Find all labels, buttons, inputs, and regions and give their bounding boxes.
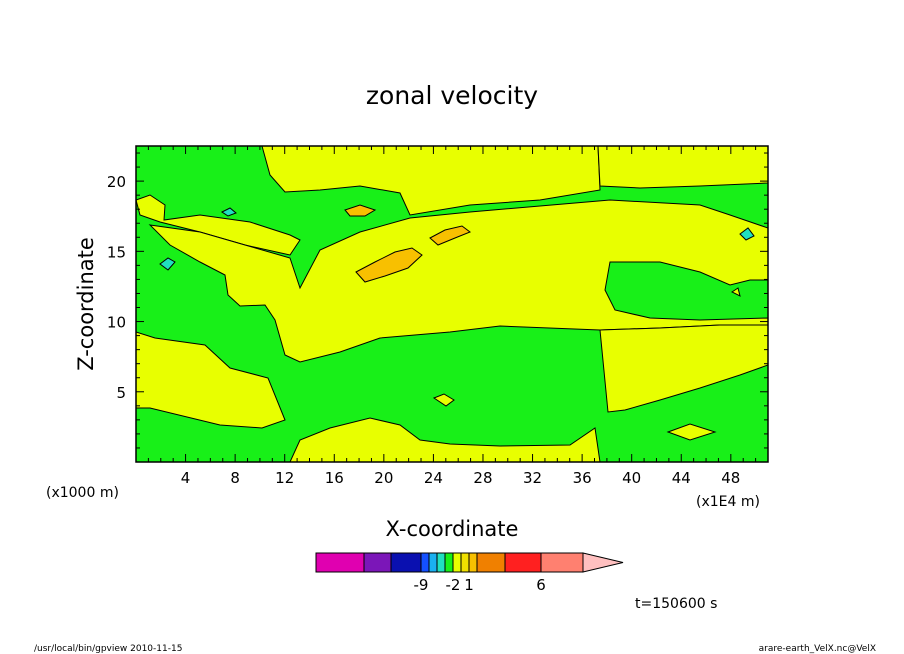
contour-yellow-tiny-right [731, 287, 741, 297]
y-axis-label: Z-coordinate [74, 237, 98, 371]
x-axis: 4 8 12 16 20 24 28 32 36 40 44 48 [147, 146, 757, 487]
x-tick-label: 36 [573, 469, 592, 487]
footer-left: /usr/local/bin/gpview 2010-11-15 [34, 644, 182, 654]
contour-cyan-spot-1 [221, 207, 237, 217]
chart-title: zonal velocity [366, 81, 538, 110]
y-tick-label: 10 [107, 314, 126, 332]
y-unit-note: (x1000 m) [46, 485, 119, 501]
time-label: t=150600 s [635, 596, 717, 612]
y-tick-label: 20 [107, 173, 126, 191]
contour-cyan-spot-3 [739, 227, 755, 241]
colorbar-segment [420, 552, 430, 573]
colorbar-segment [540, 552, 584, 573]
y-tick-label: 15 [107, 243, 126, 261]
y-axis: 5 10 15 20 [107, 152, 768, 449]
footer-right: arare-earth_VelX.nc@VelX [759, 644, 876, 654]
colorbar-segment [444, 552, 454, 573]
colorbar-segment [452, 552, 462, 573]
colorbar-segment [315, 552, 365, 573]
x-tick-label: 40 [622, 469, 641, 487]
contour-yellow-bottom-right [666, 423, 717, 441]
colorbar-segment [460, 552, 470, 573]
x-tick-label: 28 [473, 469, 492, 487]
contour-yellow-middle [148, 199, 768, 363]
x-tick-label: 32 [523, 469, 542, 487]
contour-yellow-top [136, 146, 601, 216]
colorbar-segment [436, 552, 446, 573]
colorbar-segment [390, 552, 422, 573]
x-tick-label: 44 [672, 469, 691, 487]
contour-yellow-band-left [136, 194, 301, 256]
colorbar-segment [504, 552, 542, 573]
colorbar-segment [476, 552, 506, 573]
colorbar-segment [468, 552, 478, 573]
contour-plot [135, 145, 769, 463]
x-tick-label: 12 [275, 469, 294, 487]
colorbar-tick-label: 1 [464, 576, 474, 594]
colorbar-segment [428, 552, 438, 573]
x-tick-label: 20 [374, 469, 393, 487]
contour-orange-blob-2 [355, 247, 423, 283]
colorbar-segment [363, 552, 392, 573]
x-unit-note: (x1E4 m) [696, 494, 760, 510]
x-tick-label: 8 [230, 469, 240, 487]
contour-yellow-small-1 [432, 393, 455, 407]
x-tick-label: 24 [424, 469, 443, 487]
x-axis-label: X-coordinate [386, 517, 519, 541]
x-tick-label: 16 [325, 469, 344, 487]
colorbar-extend-arrow [582, 552, 624, 573]
colorbar-tick-label: -2 [446, 576, 461, 594]
contour-yellow-bottom-center [289, 417, 601, 462]
contour-orange-blob-3 [429, 225, 472, 246]
contour-cyan-spot-2 [159, 257, 176, 271]
colorbar-tick-label: -9 [414, 576, 429, 594]
contour-orange-blob-1 [344, 204, 377, 217]
contour-yellow-lower-left [136, 331, 286, 429]
contour-yellow-top-right [597, 146, 768, 189]
plot-frame [135, 145, 769, 463]
y-tick-label: 5 [116, 384, 126, 402]
contour-yellow-right-lower [599, 324, 768, 413]
x-tick-label: 48 [721, 469, 740, 487]
colorbar: -9 -2 1 6 [315, 552, 624, 594]
colorbar-tick-label: 6 [536, 576, 546, 594]
x-tick-label: 4 [181, 469, 191, 487]
